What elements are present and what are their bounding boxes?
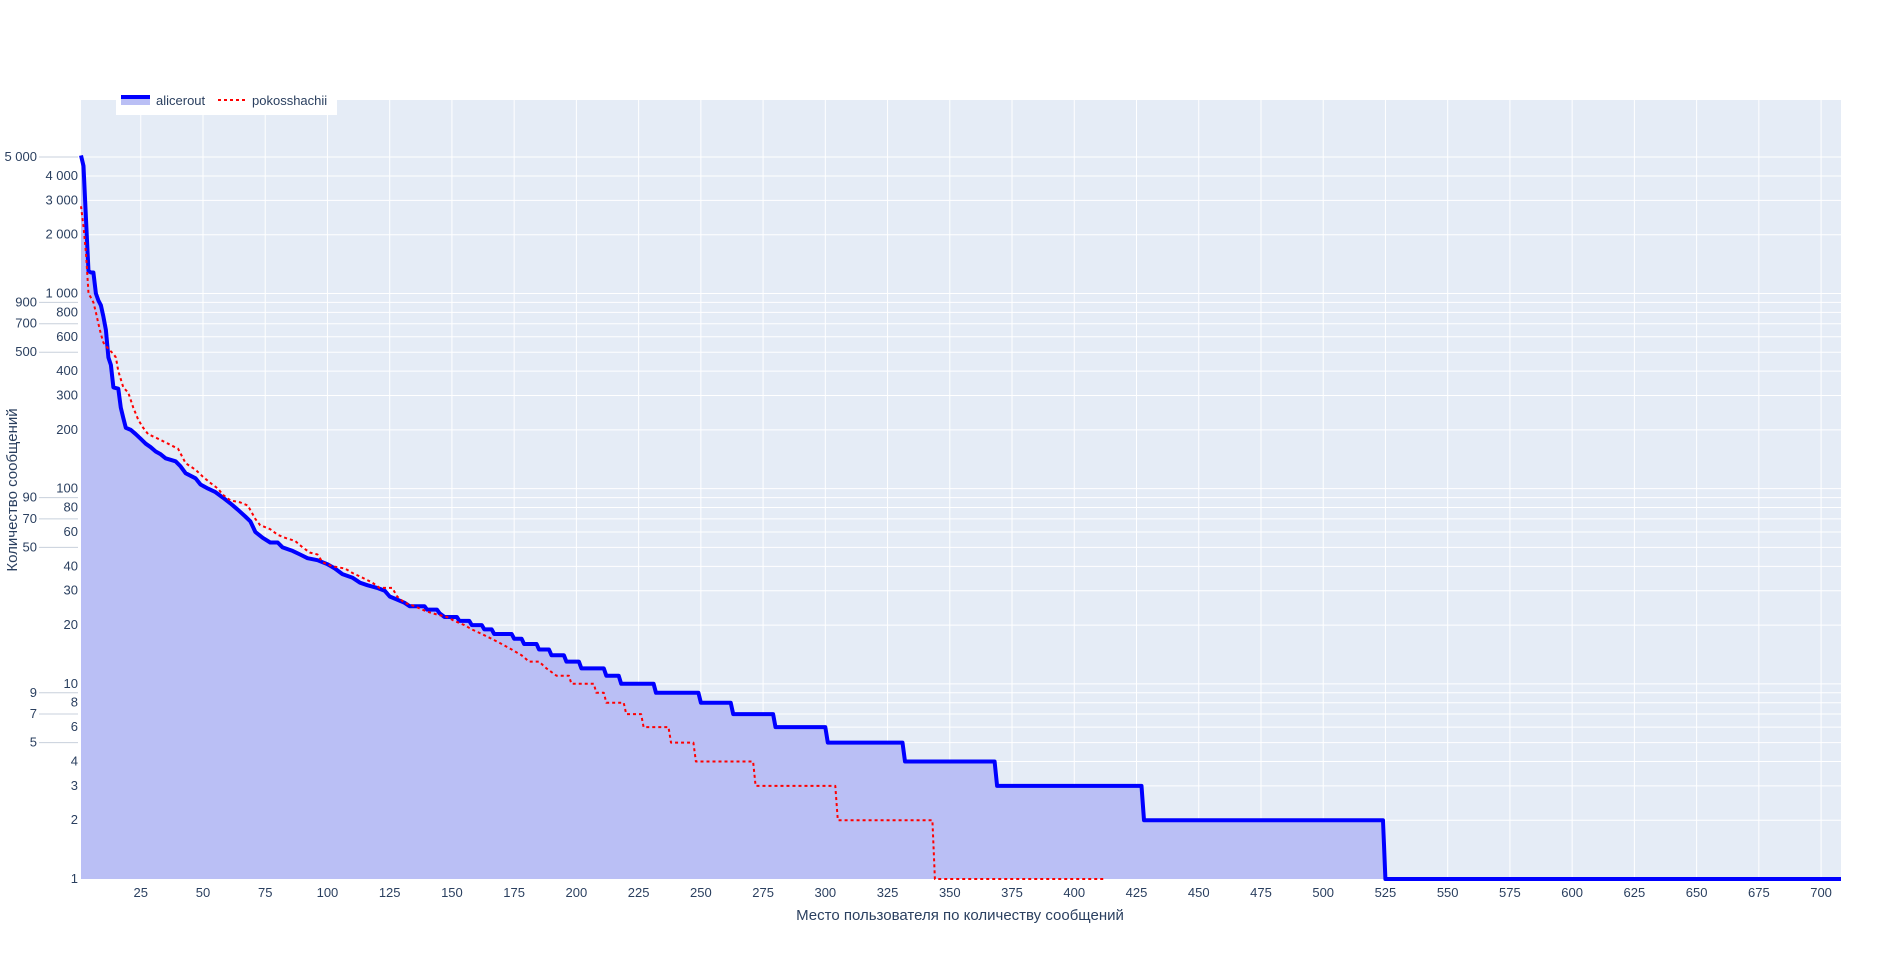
x-tick-label: 475 [1250,885,1272,900]
series-lines [79,154,1841,881]
y-tick-label: 3 [71,778,78,793]
y-tick-label: 800 [56,304,78,319]
x-tick-label: 450 [1188,885,1210,900]
y-tick-label: 2 [71,812,78,827]
x-tick-label: 175 [503,885,525,900]
y-tick-label: 1 000 [45,285,78,300]
y-tick-label: 300 [56,388,78,403]
legend-item-pokosshachii[interactable]: pokosshachii [218,93,327,108]
y-tick-label: 1 [71,871,78,886]
x-tick-label: 525 [1375,885,1397,900]
y-tick-label: 3 000 [45,192,78,207]
y-tick-label: 30 [64,583,78,598]
y-tick-label: 4 [71,753,78,768]
y-tick-label: 100 [56,481,78,496]
x-tick-label: 625 [1624,885,1646,900]
y-tick-label: 6 [71,719,78,734]
y-tick-label: 8 [71,695,78,710]
x-tick-label: 400 [1063,885,1085,900]
x-tick-label: 575 [1499,885,1521,900]
y-tick-label: 70 [23,511,37,526]
x-tick-label: 325 [877,885,899,900]
x-tick-label: 275 [752,885,774,900]
y-tick-label: 20 [64,617,78,632]
y-tick-labels: 1 2 3 4 5 6 7 8 9 10 20 30 40 50 60 70 80 90 100 200 300 400 5… [4,149,78,886]
x-tick-label: 225 [628,885,650,900]
legend-background [116,88,337,115]
y-tick-label: 400 [56,363,78,378]
y-tick-label: 9 [30,685,37,700]
y-tick-label: 2 000 [45,227,78,242]
series-fill-alicerout [81,155,1841,879]
legend[interactable]: alicerout pokosshachii [116,88,337,115]
series-line-alicerout [79,154,1841,881]
y-tick-label: 10 [64,676,78,691]
x-tick-label: 50 [196,885,210,900]
legend-label-pokosshachii: pokosshachii [252,93,327,108]
y-tick-label: 5 [30,735,37,750]
y-tick-label: 700 [15,316,37,331]
y-tick-label: 500 [15,344,37,359]
x-tick-label: 75 [258,885,272,900]
y-tick-label: 80 [64,500,78,515]
y-tick-label: 200 [56,422,78,437]
x-tick-label: 125 [379,885,401,900]
y-tick-label: 4 000 [45,168,78,183]
legend-item-alicerout[interactable]: alicerout [121,93,206,108]
x-tick-labels: 25 50 75 100 125 150 175 200 225 250 275 300 325 350 3… [134,885,1832,900]
y-tick-label: 600 [56,329,78,344]
legend-swatch-alicerout-fill [121,96,150,105]
y-tick-label: 5 000 [4,149,37,164]
y-axis-title: Количество сообщений [4,408,21,571]
x-tick-label: 375 [1001,885,1023,900]
x-tick-label: 150 [441,885,463,900]
x-tick-label: 300 [814,885,836,900]
gridlines [81,100,1841,880]
y-tick-label: 900 [15,294,37,309]
x-tick-label: 550 [1437,885,1459,900]
legend-label-alicerout: alicerout [156,93,206,108]
x-tick-label: 100 [317,885,339,900]
series-line-pokosshachii [80,206,1105,880]
x-tick-label: 650 [1686,885,1708,900]
x-tick-label: 500 [1312,885,1334,900]
x-tick-label: 700 [1810,885,1832,900]
y-tick-label: 60 [64,524,78,539]
x-tick-label: 675 [1748,885,1770,900]
x-axis-title: Место пользователя по количеству сообщен… [796,907,1124,924]
y-tick-label: 90 [23,490,37,505]
y-tick-label: 7 [30,706,37,721]
x-tick-label: 250 [690,885,712,900]
x-tick-label: 25 [134,885,148,900]
y-tick-label: 40 [64,558,78,573]
series-fills [81,155,1841,879]
x-tick-label: 425 [1126,885,1148,900]
x-tick-label: 200 [566,885,588,900]
x-tick-label: 350 [939,885,961,900]
x-tick-label: 600 [1561,885,1583,900]
y-tick-label: 50 [23,539,37,554]
